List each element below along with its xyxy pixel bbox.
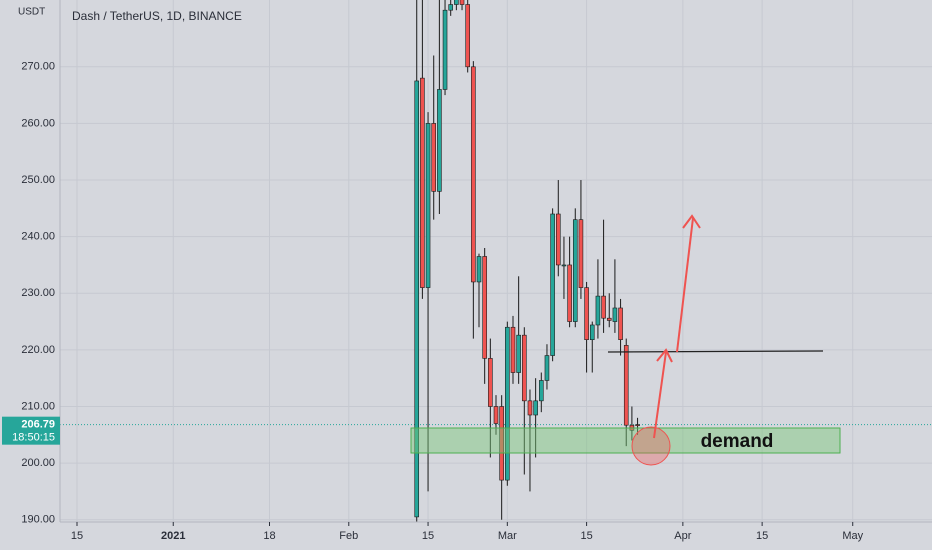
x-tick-label: 2021 [161,530,185,542]
candle-body [510,326,516,373]
candle-body [471,66,476,283]
y-tick-label: 220.00 [21,344,55,356]
axes: 190.00 200.00 210.00 220.00 230.00 240.00 250.… [2,61,864,542]
arrow-head [656,348,673,363]
candle-body [606,317,612,321]
x-axis-bg [0,522,932,550]
candle-body [476,256,482,283]
candle-body [437,89,442,192]
highlight-circle [631,426,671,466]
candle-body [556,213,561,266]
y-tick-label: 270.00 [21,61,55,73]
candle-body [584,287,589,340]
arrow-head [682,214,701,229]
candle-body [635,424,640,426]
x-tick-label: 15 [580,530,592,542]
candle-body [544,355,550,381]
last-price-box [2,416,60,445]
candle-body [618,307,623,340]
candle-body [454,0,459,5]
annotation: demand [701,431,774,452]
candle-body [482,256,487,359]
demand-zone [410,427,841,454]
y-tick-label: 210.00 [21,400,55,412]
candle-body [567,264,572,322]
y-tick-label: 250.00 [21,174,55,186]
candle-body [578,219,584,288]
y-tick-label: 230.00 [21,287,55,299]
arrow [676,217,694,353]
x-tick-label: 15 [422,530,434,542]
candle-body [601,295,606,319]
x-tick-label: 18 [263,530,275,542]
x-tick-label: 15 [756,530,768,542]
x-tick-label: Apr [674,530,691,542]
candle-body [414,80,420,518]
arrow [653,351,667,439]
candle-body [550,213,555,356]
candle-body [431,123,436,192]
candle-body [465,4,470,68]
candle-body [561,264,567,267]
candle-body [459,0,465,5]
candle-body [499,406,504,481]
chart-title: Dash / TetherUS, 1D, BINANCE [72,9,242,23]
candles [414,0,640,526]
candle-body [522,334,527,402]
candle-body [420,77,425,288]
candle-body [612,307,618,322]
countdown-label: 18:50:15 [12,432,55,444]
candle-body [442,9,448,90]
arrows [653,214,701,439]
x-tick-label: Feb [339,530,358,542]
x-tick-label: 15 [71,530,83,542]
y-tick-label: 190.00 [21,514,55,526]
candle-body [505,326,510,481]
y-axis-label: USDT [18,7,45,18]
x-tick-label: May [842,530,863,542]
candle-body [516,334,521,373]
candle-body [623,345,629,426]
candle-body [595,295,601,326]
candle-body [589,324,595,340]
candle-body [572,219,578,322]
candle-body [448,4,453,11]
candle-body [527,400,533,416]
y-tick-label: 260.00 [21,117,55,129]
candle-body [493,406,499,424]
candle-body [533,400,538,416]
candle-body [425,123,431,288]
x-tick-label: Mar [498,530,517,542]
resistance-line [607,350,824,353]
candle-body [539,380,544,402]
last-price-label: 206.79 [21,419,55,431]
y-tick-label: 240.00 [21,231,55,243]
y-tick-label: 200.00 [21,457,55,469]
candle-body [488,358,493,407]
